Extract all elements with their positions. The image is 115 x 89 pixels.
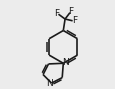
Text: F: F bbox=[67, 7, 72, 16]
Text: N: N bbox=[62, 58, 68, 67]
Text: N: N bbox=[45, 79, 52, 88]
Text: F: F bbox=[54, 9, 59, 18]
Text: F: F bbox=[71, 16, 77, 25]
